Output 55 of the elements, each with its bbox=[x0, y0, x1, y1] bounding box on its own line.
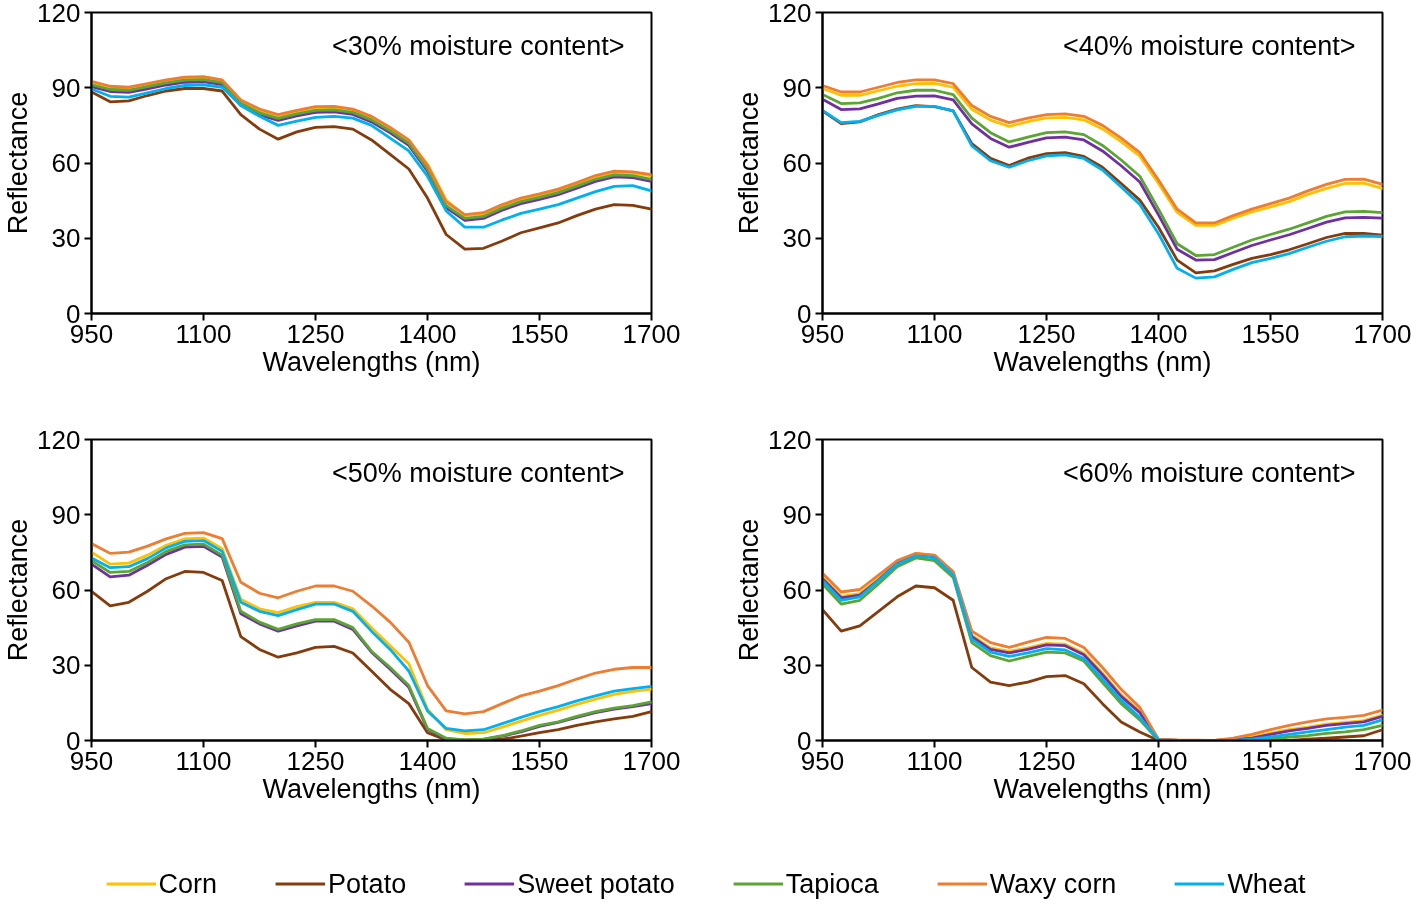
y-tick-label: 30 bbox=[51, 650, 81, 681]
y-tick-label: 30 bbox=[782, 650, 812, 681]
y-tick-label: 90 bbox=[782, 72, 812, 103]
line-series bbox=[91, 87, 652, 251]
x-tick-label: 1100 bbox=[906, 745, 963, 776]
y-tick-label: 60 bbox=[51, 575, 81, 605]
y-axis-title: Reflectance bbox=[3, 91, 34, 235]
y-tick-label: 60 bbox=[782, 148, 812, 178]
x-tick-label: 1700 bbox=[1353, 318, 1411, 349]
legend-label: Corn bbox=[158, 868, 218, 899]
x-tick-label: 1250 bbox=[286, 745, 345, 776]
x-tick-label: 1250 bbox=[1017, 745, 1076, 776]
x-axis-title: Wavelengths (nm) bbox=[993, 773, 1212, 804]
y-axis-title: Reflectance bbox=[734, 91, 765, 235]
x-tick-label: 1700 bbox=[1353, 745, 1411, 776]
annotation: <60% moisture content> bbox=[1062, 457, 1356, 488]
y-tick-label: 90 bbox=[51, 72, 81, 103]
x-tick-label: 1400 bbox=[1129, 318, 1188, 349]
annotation: <50% moisture content> bbox=[331, 457, 625, 488]
x-tick-label: 1400 bbox=[398, 318, 457, 349]
x-tick-label: 1100 bbox=[175, 318, 232, 349]
legend-label: Wheat bbox=[1227, 868, 1306, 899]
y-tick-label: 30 bbox=[782, 223, 812, 254]
y-axis-title: Reflectance bbox=[734, 518, 765, 662]
x-tick-label: 1700 bbox=[622, 318, 681, 349]
legend-label: Potato bbox=[328, 868, 407, 899]
annotation: <30% moisture content> bbox=[331, 30, 625, 61]
annotation: <40% moisture content> bbox=[1062, 30, 1356, 61]
x-tick-label: 1100 bbox=[175, 745, 232, 776]
x-axis-title: Wavelengths (nm) bbox=[262, 773, 481, 804]
legend-label: Tapioca bbox=[785, 868, 879, 899]
x-tick-label: 1700 bbox=[622, 745, 681, 776]
x-tick-label: 1550 bbox=[510, 745, 569, 776]
x-tick-label: 1550 bbox=[510, 318, 569, 349]
legend-label: Waxy corn bbox=[989, 868, 1117, 899]
x-axis-title: Wavelengths (nm) bbox=[262, 346, 481, 377]
y-axis-title: Reflectance bbox=[3, 518, 34, 662]
y-tick-label: 90 bbox=[782, 499, 812, 530]
legend-label: Sweet potato bbox=[517, 868, 675, 899]
x-tick-label: 1550 bbox=[1241, 745, 1300, 776]
y-tick-label: 60 bbox=[51, 148, 81, 178]
x-tick-label: 1550 bbox=[1241, 318, 1300, 349]
y-tick-label: 60 bbox=[782, 575, 812, 605]
y-tick-label: 120 bbox=[768, 424, 812, 455]
y-tick-label: 120 bbox=[37, 0, 81, 28]
y-tick-label: 120 bbox=[768, 0, 812, 28]
y-tick-label: 90 bbox=[51, 499, 81, 530]
x-tick-label: 1250 bbox=[1017, 318, 1076, 349]
y-tick-label: 120 bbox=[37, 424, 81, 455]
x-tick-label: 1400 bbox=[398, 745, 457, 776]
x-tick-label: 1100 bbox=[906, 318, 963, 349]
x-tick-label: 1250 bbox=[286, 318, 345, 349]
y-tick-label: 30 bbox=[51, 223, 81, 254]
x-tick-label: 1400 bbox=[1129, 745, 1188, 776]
x-axis-title: Wavelengths (nm) bbox=[993, 346, 1212, 377]
